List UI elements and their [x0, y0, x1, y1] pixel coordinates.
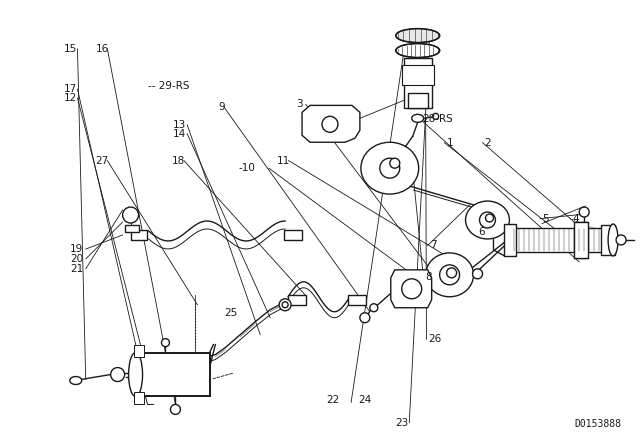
Bar [288, 295, 306, 305]
Text: 20: 20 [70, 254, 83, 264]
Ellipse shape [426, 253, 474, 297]
Text: 25: 25 [224, 308, 237, 319]
Circle shape [380, 158, 400, 178]
Circle shape [479, 212, 495, 228]
Ellipse shape [465, 201, 509, 239]
Text: 16: 16 [95, 44, 109, 54]
Text: 14: 14 [173, 129, 186, 139]
Circle shape [440, 265, 460, 285]
Text: 1: 1 [446, 138, 453, 148]
Circle shape [433, 113, 438, 119]
Circle shape [198, 353, 211, 366]
Bar [131, 230, 147, 240]
Bar [601, 225, 615, 255]
Text: 12: 12 [63, 93, 77, 103]
Text: 4: 4 [572, 214, 579, 224]
Text: -- 29-RS: -- 29-RS [148, 81, 189, 90]
Circle shape [170, 405, 180, 414]
Text: 27: 27 [95, 155, 109, 166]
Polygon shape [391, 270, 431, 308]
Text: 5: 5 [542, 214, 548, 224]
Text: 8: 8 [425, 271, 432, 282]
Circle shape [370, 304, 378, 312]
Text: 28-RS: 28-RS [422, 114, 453, 124]
Bar [136, 353, 211, 396]
Text: D0153888: D0153888 [574, 419, 621, 429]
Circle shape [447, 268, 456, 278]
Circle shape [279, 299, 291, 311]
Text: 6: 6 [478, 227, 485, 237]
Circle shape [360, 313, 370, 323]
Ellipse shape [361, 142, 419, 194]
Text: 19: 19 [70, 244, 83, 254]
Text: 18: 18 [172, 155, 185, 166]
Bar [408, 93, 428, 108]
Text: 21: 21 [70, 264, 83, 274]
Text: 24: 24 [358, 396, 372, 405]
Circle shape [472, 269, 483, 279]
Bar [509, 228, 609, 252]
Text: 23: 23 [396, 418, 408, 428]
Bar [574, 222, 588, 258]
Bar [125, 225, 139, 232]
Bar [134, 392, 143, 405]
Circle shape [616, 235, 626, 245]
Text: 7: 7 [429, 241, 436, 250]
Circle shape [486, 214, 493, 222]
Text: 3: 3 [296, 99, 302, 109]
Circle shape [111, 367, 125, 382]
Bar [284, 230, 302, 240]
Text: -10: -10 [238, 163, 255, 173]
Polygon shape [302, 105, 360, 142]
Circle shape [402, 279, 422, 299]
Text: 2: 2 [484, 138, 492, 148]
Circle shape [161, 339, 170, 347]
Text: 26: 26 [428, 334, 442, 344]
Bar [348, 295, 366, 305]
Bar [504, 224, 516, 256]
Circle shape [202, 357, 207, 362]
Circle shape [282, 302, 288, 308]
Circle shape [322, 116, 338, 132]
Text: 17: 17 [63, 84, 77, 94]
Circle shape [579, 207, 589, 217]
Circle shape [123, 207, 139, 223]
Text: 9: 9 [218, 102, 225, 112]
Ellipse shape [412, 114, 424, 122]
Ellipse shape [396, 43, 440, 57]
Circle shape [390, 158, 400, 168]
Ellipse shape [129, 353, 143, 396]
Ellipse shape [396, 29, 440, 43]
Text: 22: 22 [326, 396, 339, 405]
Text: 15: 15 [63, 44, 77, 54]
Ellipse shape [608, 224, 618, 256]
Bar [134, 345, 143, 357]
Bar [404, 57, 431, 108]
Text: 11: 11 [276, 155, 290, 166]
Bar [402, 65, 434, 86]
Text: 13: 13 [173, 120, 186, 130]
Ellipse shape [70, 376, 82, 384]
